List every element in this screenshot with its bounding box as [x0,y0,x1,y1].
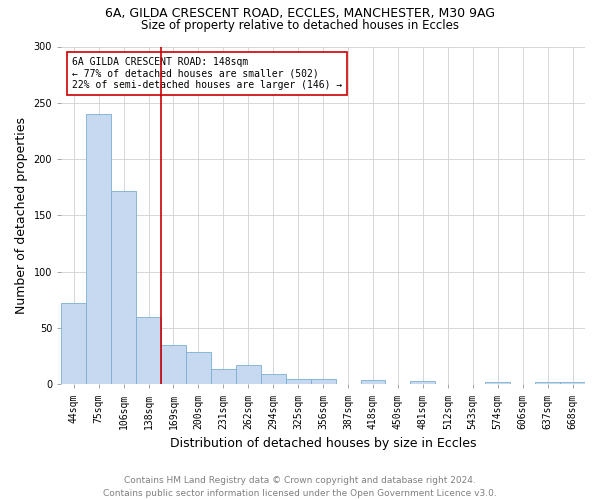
Bar [485,382,510,384]
Text: 6A, GILDA CRESCENT ROAD, ECCLES, MANCHESTER, M30 9AG: 6A, GILDA CRESCENT ROAD, ECCLES, MANCHES… [105,8,495,20]
Bar [261,374,286,384]
Bar [361,380,385,384]
Bar [286,379,311,384]
Y-axis label: Number of detached properties: Number of detached properties [15,117,28,314]
Bar [111,190,136,384]
Bar [410,381,436,384]
Bar [560,382,585,384]
Bar [311,379,335,384]
Bar [211,368,236,384]
Bar [236,365,261,384]
X-axis label: Distribution of detached houses by size in Eccles: Distribution of detached houses by size … [170,437,476,450]
Text: Size of property relative to detached houses in Eccles: Size of property relative to detached ho… [141,19,459,32]
Text: Contains HM Land Registry data © Crown copyright and database right 2024.
Contai: Contains HM Land Registry data © Crown c… [103,476,497,498]
Bar [161,345,186,385]
Bar [136,317,161,384]
Bar [186,352,211,384]
Bar [86,114,111,384]
Text: 6A GILDA CRESCENT ROAD: 148sqm
← 77% of detached houses are smaller (502)
22% of: 6A GILDA CRESCENT ROAD: 148sqm ← 77% of … [71,56,342,90]
Bar [61,304,86,384]
Bar [535,382,560,384]
